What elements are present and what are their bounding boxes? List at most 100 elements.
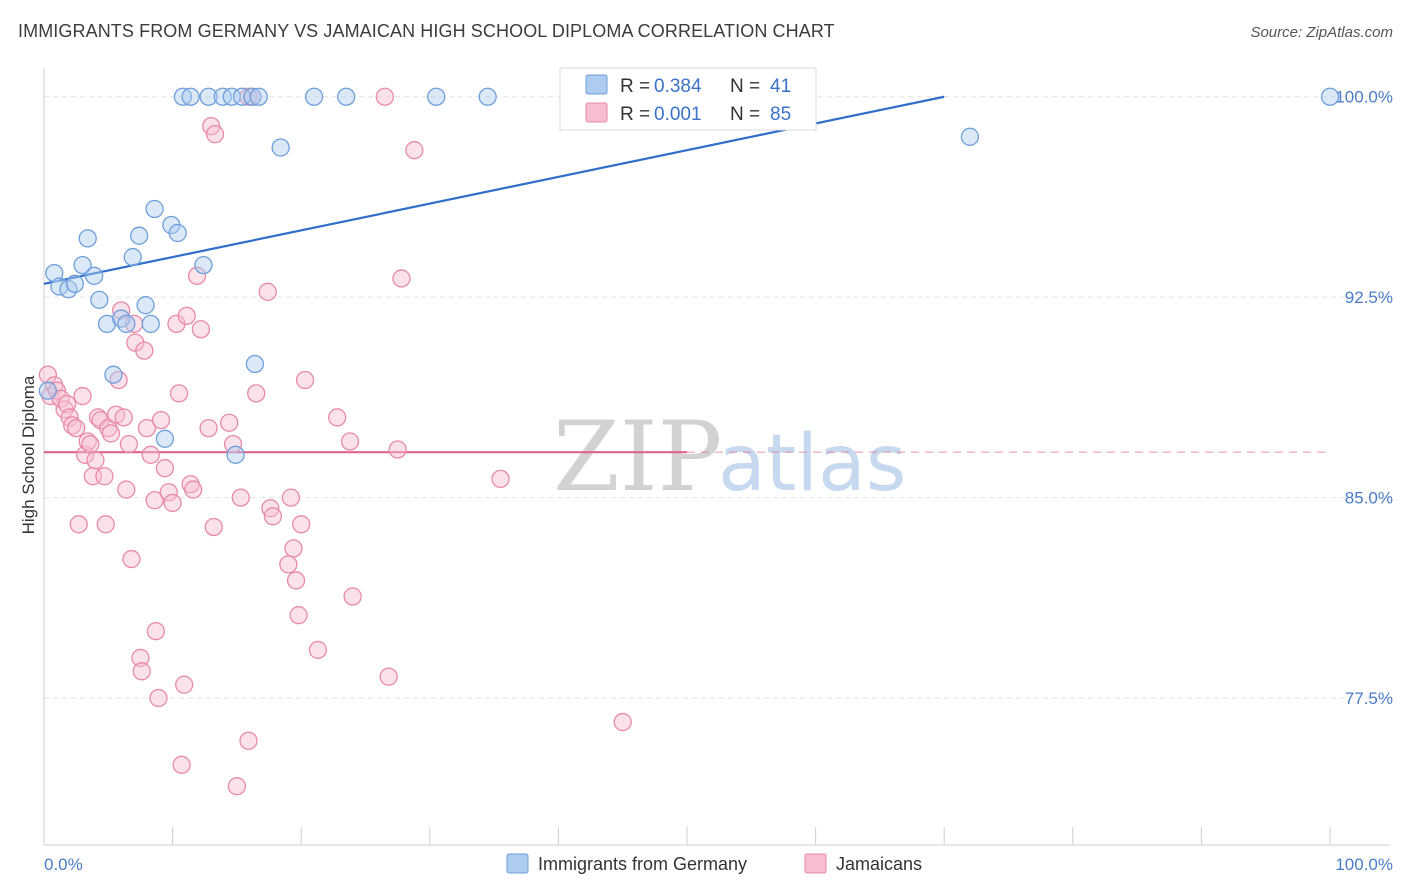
bottom-legend-swatch-germany — [506, 853, 529, 874]
point-jamaicans — [141, 445, 160, 464]
legend-r-label: R = — [620, 76, 650, 97]
point-jamaicans — [258, 282, 277, 301]
point-germany — [85, 266, 104, 285]
point-jamaicans — [73, 386, 92, 406]
point-jamaicans — [199, 418, 218, 438]
point-jamaicans — [328, 408, 347, 427]
point-jamaicans — [491, 469, 510, 489]
point-jamaicans — [343, 587, 362, 606]
point-jamaicans — [205, 125, 225, 144]
legend-n-label: N = — [730, 76, 760, 97]
y-tick-label: 77.5% — [1345, 689, 1393, 708]
point-jamaicans — [96, 515, 115, 534]
point-germany — [123, 247, 142, 267]
point-germany — [78, 229, 97, 248]
point-jamaicans — [286, 571, 306, 590]
point-germany — [45, 263, 64, 283]
point-germany — [145, 199, 164, 219]
point-jamaicans — [109, 370, 128, 390]
point-jamaicans — [117, 480, 136, 499]
point-jamaicans — [227, 777, 247, 796]
point-jamaicans — [191, 320, 211, 339]
point-jamaicans — [38, 365, 58, 384]
point-jamaicans — [239, 731, 258, 750]
point-jamaicans — [340, 432, 360, 451]
point-jamaicans — [289, 606, 308, 625]
scatter-points — [38, 87, 1340, 796]
point-germany — [181, 87, 200, 106]
point-jamaicans — [177, 306, 196, 326]
point-germany — [97, 314, 117, 334]
bottom-legend-swatch-jamaicans — [804, 853, 827, 874]
legend-n-label: N = — [730, 104, 760, 125]
point-jamaicans — [81, 434, 100, 454]
point-germany — [90, 290, 109, 309]
point-germany — [478, 87, 497, 106]
point-jamaicans — [78, 432, 97, 451]
bottom-legend: Immigrants from Germany Jamaicans — [506, 853, 922, 874]
point-jamaicans — [95, 467, 114, 486]
point-jamaicans — [101, 424, 121, 443]
point-jamaicans — [204, 517, 223, 537]
point-jamaicans — [169, 384, 189, 403]
trendlines — [43, 95, 1330, 454]
legend-r-germany: 0.384 — [654, 76, 702, 97]
point-jamaicans — [137, 418, 157, 438]
point-germany — [194, 255, 213, 275]
point-germany — [168, 223, 187, 243]
point-germany — [130, 226, 149, 245]
grid — [44, 96, 1390, 699]
point-jamaicans — [295, 370, 315, 390]
point-jamaicans — [405, 141, 424, 160]
x-tick-labels: 0.0% 100.0% — [44, 855, 1393, 874]
point-jamaicans — [69, 515, 88, 534]
point-germany — [136, 296, 155, 315]
point-jamaicans — [163, 493, 182, 513]
legend-swatch-germany — [585, 74, 608, 95]
point-jamaicans — [119, 434, 139, 454]
point-jamaicans — [223, 434, 243, 454]
point-germany — [117, 314, 136, 334]
point-germany — [245, 354, 265, 374]
point-jamaicans — [131, 648, 150, 668]
bottom-legend-germany: Immigrants from Germany — [538, 854, 747, 874]
watermark-zip: ZIP — [553, 401, 722, 513]
x-tick-label: 0.0% — [44, 855, 83, 874]
point-germany — [38, 381, 58, 400]
x-tick-label: 100.0% — [1335, 855, 1393, 874]
point-germany — [249, 87, 268, 106]
point-germany — [141, 314, 160, 334]
point-jamaicans — [151, 410, 171, 430]
point-germany — [73, 255, 92, 275]
point-jamaicans — [281, 488, 301, 507]
legend-n-germany: 41 — [770, 76, 791, 97]
point-germany — [1320, 87, 1340, 106]
point-jamaicans — [231, 488, 250, 507]
point-germany — [199, 87, 218, 106]
point-jamaicans — [184, 480, 203, 499]
chart-title: IMMIGRANTS FROM GERMANY VS JAMAICAN HIGH… — [18, 21, 835, 41]
y-tick-label: 100.0% — [1335, 88, 1393, 107]
point-jamaicans — [187, 266, 207, 285]
legend-n-jamaicans: 85 — [770, 104, 791, 125]
point-jamaicans — [149, 688, 168, 708]
point-germany — [960, 127, 980, 146]
point-jamaicans — [392, 269, 411, 288]
y-tick-label: 92.5% — [1345, 288, 1393, 307]
point-germany — [104, 365, 123, 384]
point-germany — [271, 138, 290, 157]
point-germany — [226, 445, 245, 464]
point-jamaicans — [155, 459, 175, 478]
point-jamaicans — [76, 445, 95, 464]
point-germany — [112, 309, 131, 328]
y-tick-label: 85.0% — [1345, 489, 1393, 508]
point-jamaicans — [145, 491, 164, 510]
point-germany — [427, 87, 446, 106]
point-jamaicans — [292, 515, 311, 534]
point-jamaicans — [172, 755, 191, 774]
point-jamaicans — [175, 675, 194, 694]
point-germany — [337, 87, 356, 106]
point-jamaicans — [114, 408, 133, 427]
point-jamaicans — [247, 384, 266, 403]
point-jamaicans — [86, 451, 105, 470]
